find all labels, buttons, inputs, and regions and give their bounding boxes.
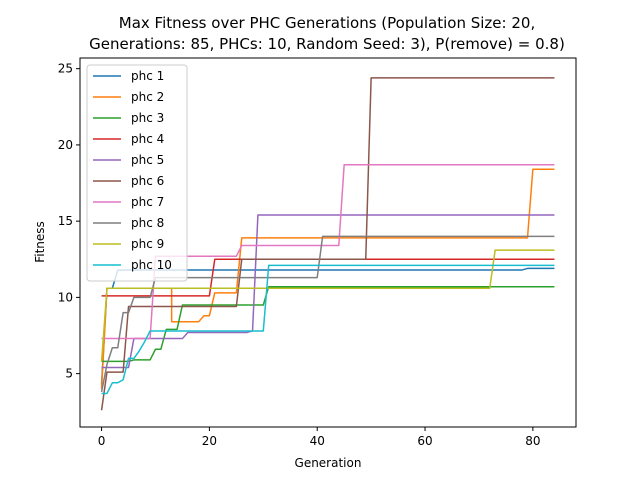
legend: phc 1 phc 2 phc 3 phc 4 phc 5 phc 6 phc 7 phc 8… — [86, 64, 188, 282]
legend-label-phc-2: phc 2 — [131, 90, 164, 104]
y-tick-label: 20 — [58, 138, 73, 152]
series-line-phc-6 — [100, 77, 555, 411]
y-tick-label: 25 — [58, 62, 73, 76]
chart-title-line-1: Max Fitness over PHC Generations (Popula… — [119, 14, 535, 32]
legend-label-phc-5: phc 5 — [131, 153, 164, 167]
legend-label-phc-1: phc 1 — [131, 69, 164, 83]
legend-label-phc-10: phc 10 — [131, 258, 172, 272]
legend-label-phc-3: phc 3 — [131, 111, 164, 125]
chart-title-line-2: Generations: 85, PHCs: 10, Random Seed: … — [89, 35, 565, 53]
x-tick-label: 80 — [525, 434, 540, 448]
y-tick-label: 10 — [58, 290, 73, 304]
y-axis-ticks: 5 10 15 20 25 — [58, 62, 80, 381]
axes-frame — [79, 57, 577, 428]
legend-label-phc-8: phc 8 — [131, 216, 164, 230]
series-line-phc-8 — [100, 235, 555, 393]
y-axis-label: Fitness — [33, 221, 47, 263]
x-tick-label: 20 — [202, 434, 217, 448]
legend-label-phc-6: phc 6 — [131, 174, 164, 188]
y-tick-label: 5 — [65, 367, 73, 381]
legend-label-phc-9: phc 9 — [131, 237, 164, 251]
x-tick-label: 40 — [310, 434, 325, 448]
x-tick-label: 0 — [98, 434, 106, 448]
series-line-phc-9 — [100, 249, 555, 362]
series-line-phc-10 — [101, 264, 555, 395]
x-axis-ticks: 0 20 40 60 80 — [98, 427, 541, 448]
y-tick-label: 15 — [58, 214, 73, 228]
x-tick-label: 60 — [417, 434, 432, 448]
legend-label-phc-4: phc 4 — [131, 132, 164, 146]
legend-box — [86, 64, 188, 282]
plot-area — [100, 77, 555, 411]
legend-label-phc-7: phc 7 — [131, 195, 164, 209]
x-axis-label: Generation — [295, 456, 362, 470]
series-line-phc-7 — [101, 163, 555, 340]
